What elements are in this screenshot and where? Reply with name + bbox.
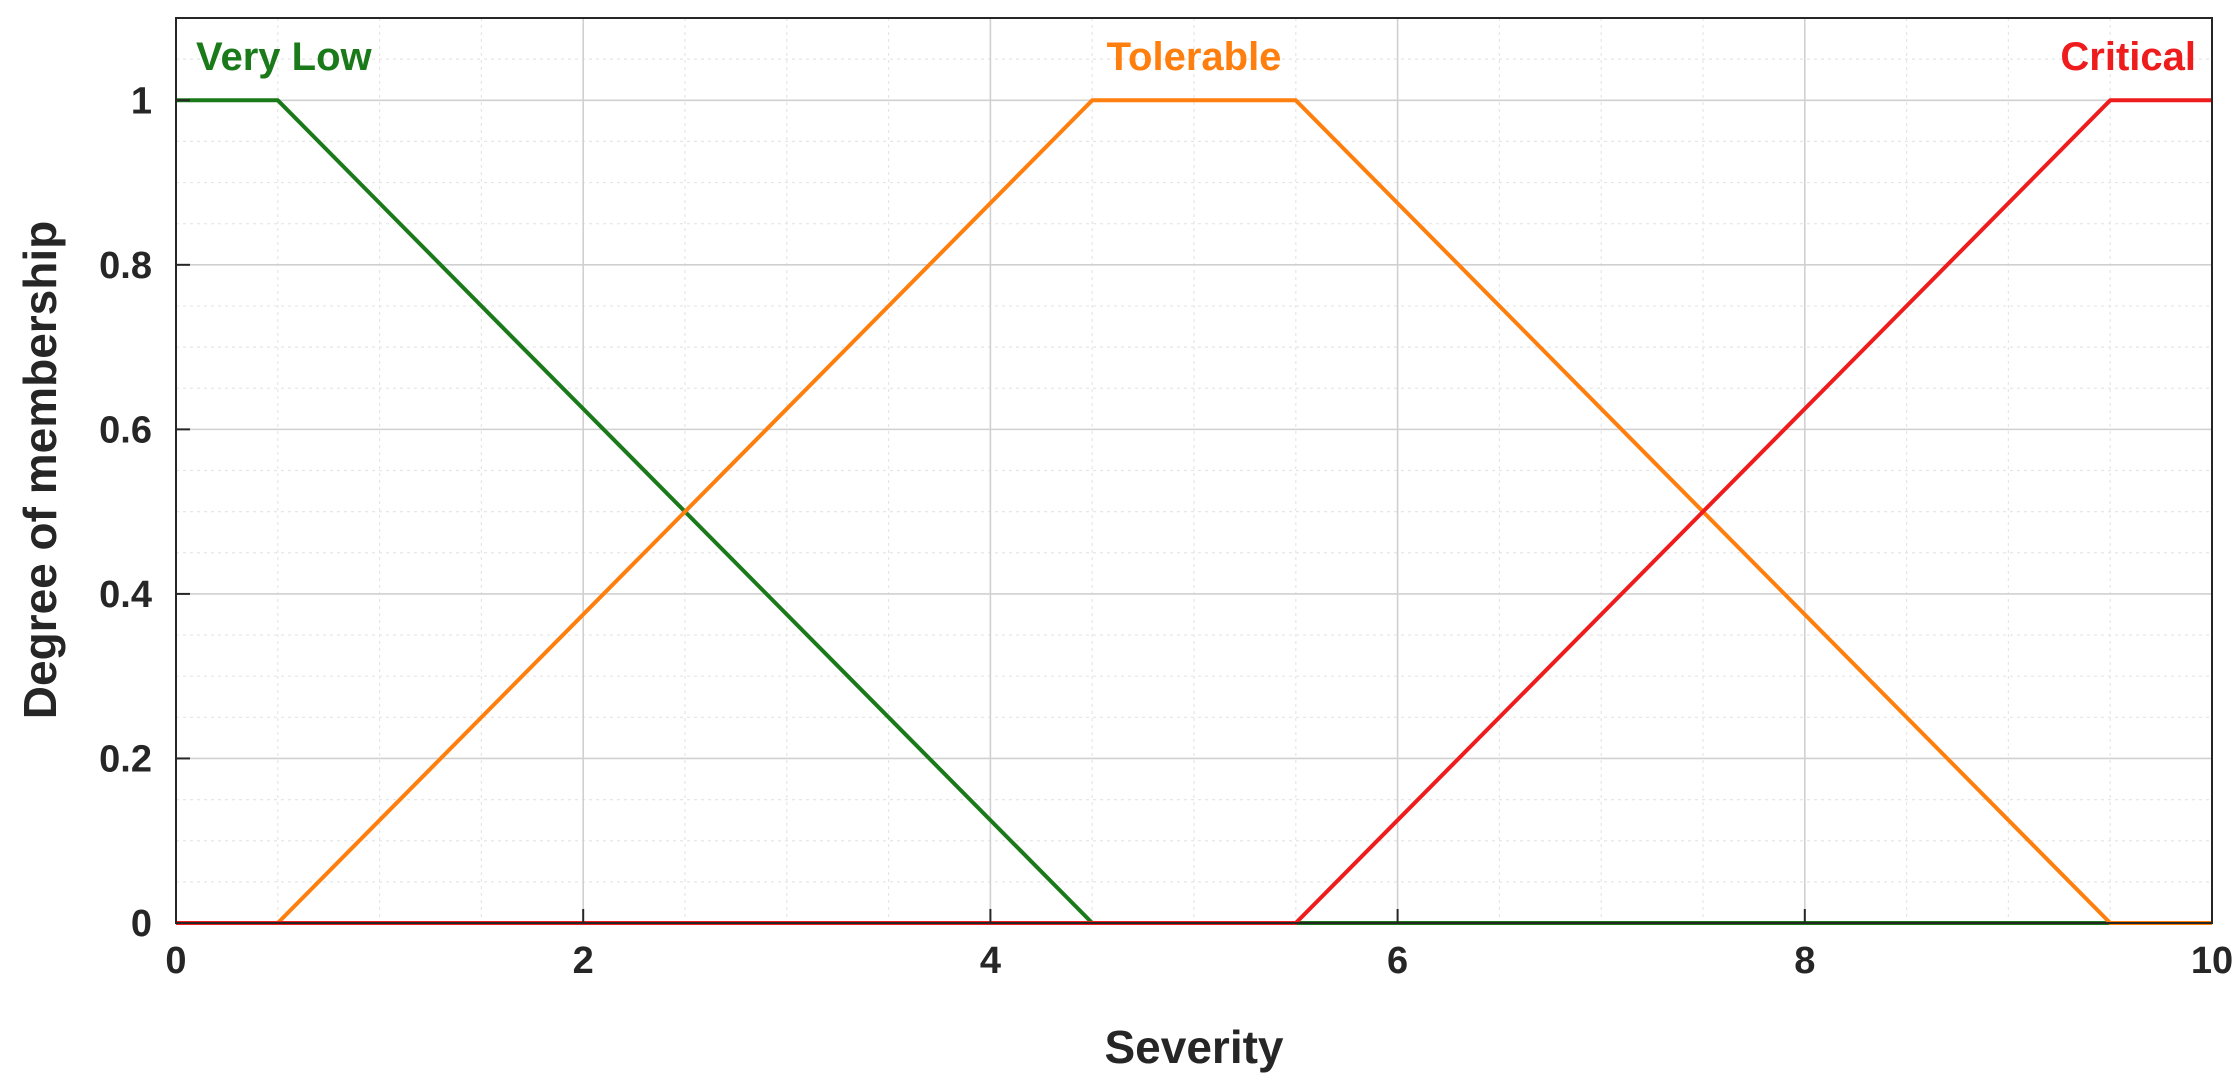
x-tick-label: 4 [980, 940, 1001, 982]
x-tick-label: 8 [1794, 940, 1815, 982]
x-tick-label: 0 [165, 940, 186, 982]
y-tick-label: 1 [131, 80, 152, 122]
y-tick-label: 0 [131, 903, 152, 945]
x-tick-label: 10 [2191, 940, 2233, 982]
plot-frame [175, 17, 2213, 924]
series-label-critical: Critical [2060, 35, 2196, 79]
x-axis-label: Severity [1104, 1021, 1283, 1073]
x-tick-label: 2 [573, 940, 594, 982]
y-tick-labels: 0 0.2 0.4 0.6 0.8 1 [99, 80, 152, 945]
x-tick-labels: 0 2 4 6 8 10 [165, 940, 2233, 982]
x-tick-label: 6 [1387, 940, 1408, 982]
series-label-very-low: Very Low [196, 35, 373, 79]
major-grid [175, 18, 2213, 924]
y-tick-label: 0.8 [99, 245, 152, 287]
series-label-tolerable: Tolerable [1107, 35, 1282, 79]
y-axis-label: Degree of membership [14, 221, 66, 719]
y-tick-label: 0.2 [99, 738, 152, 780]
y-tick-label: 0.4 [99, 574, 152, 616]
series-labels: Very Low Tolerable Critical [196, 35, 2196, 79]
axis-ticks [175, 99, 2213, 924]
y-tick-label: 0.6 [99, 409, 152, 451]
